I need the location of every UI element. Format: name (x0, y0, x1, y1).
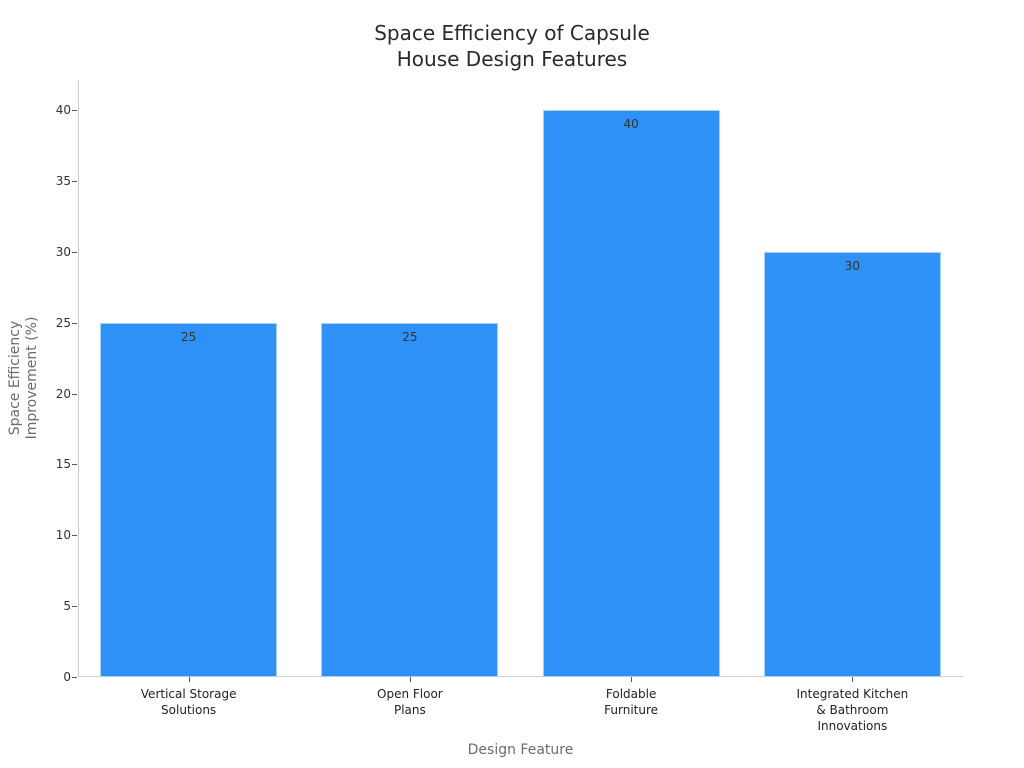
y-tick-label: 35 (55, 173, 71, 188)
y-tick (72, 606, 77, 608)
y-tick-label: 25 (55, 315, 71, 330)
bar: 25 (100, 322, 278, 677)
y-tick-label: 40 (55, 103, 71, 117)
bar-value-label: 40 (623, 117, 639, 131)
y-tick-label: 0 (63, 670, 71, 684)
plot-area: 0 5 10 15 20 25 30 35 40 25 Vertical Storage Solut… (56, 80, 963, 733)
x-tick-label: Open Floor Plans (377, 687, 443, 717)
x-tick-label: Integrated Kitchen & Bathroom Innovation… (796, 687, 909, 733)
bar: 25 (321, 322, 499, 677)
y-tick-label: 15 (55, 457, 71, 472)
x-axis-line (78, 676, 963, 677)
y-tick-label: 10 (55, 528, 71, 543)
bar: 30 (763, 251, 941, 677)
x-tick-label: Vertical Storage Solutions (140, 687, 237, 717)
y-tick (72, 535, 77, 537)
y-tick (72, 110, 77, 111)
bar: 40 (542, 110, 720, 677)
y-axis-label: Space Efficiency Improvement (%) (7, 317, 41, 440)
y-tick (72, 677, 77, 678)
bar-value-label: 25 (402, 329, 418, 344)
x-tick-label: Foldable Furniture (604, 687, 659, 717)
bar-value-label: 25 (180, 329, 197, 344)
chart-title-line-1: Space Efficiency of Capsule (374, 21, 650, 45)
x-tick (852, 677, 854, 682)
y-axis-label-line-1: Space Efficiency (7, 320, 23, 436)
x-axis-label: Design Feature (467, 742, 574, 758)
y-tick (72, 180, 77, 182)
y-tick (72, 322, 77, 324)
bar-value-label: 30 (844, 258, 861, 273)
y-tick-label: 20 (55, 386, 71, 401)
y-axis-label-line-2: Improvement (%) (24, 316, 40, 440)
y-tick-label: 30 (55, 244, 71, 259)
y-tick (72, 251, 77, 253)
y-tick (72, 393, 77, 395)
x-tick (409, 677, 411, 682)
x-tick (631, 677, 633, 682)
y-tick (72, 464, 77, 466)
x-tick (188, 677, 190, 682)
chart-title-line-2: House Design Features (396, 47, 628, 71)
y-axis-line (78, 80, 79, 677)
chart-title: Space Efficiency of Capsule House Design… (0, 20, 1024, 72)
y-tick-label: 5 (63, 599, 71, 614)
